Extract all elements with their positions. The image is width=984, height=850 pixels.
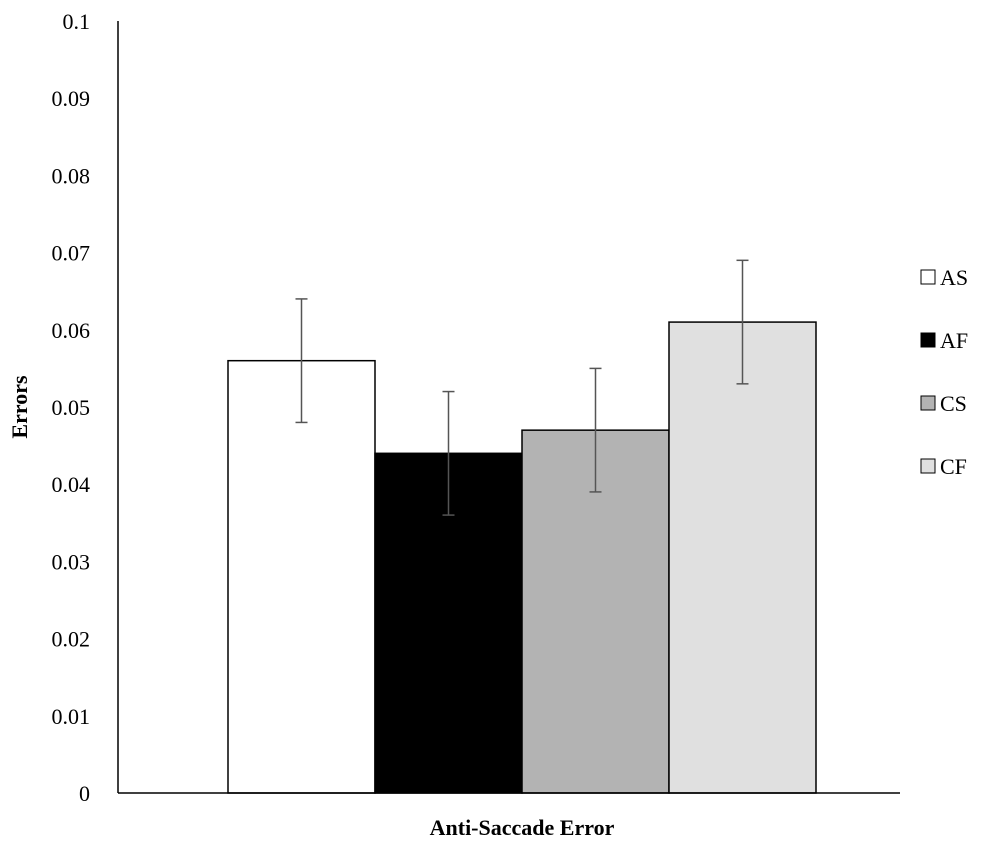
y-tick-label: 0.06 bbox=[52, 318, 91, 343]
y-tick-label: 0.02 bbox=[52, 627, 91, 652]
error-bars-group bbox=[295, 259, 749, 516]
bar-cf bbox=[668, 321, 817, 794]
legend: AS AF CS CF bbox=[920, 265, 968, 479]
y-tick-label: 0.07 bbox=[52, 241, 91, 266]
legend-label-cf: CF bbox=[940, 454, 967, 479]
x-axis-title: Anti-Saccade Error bbox=[430, 815, 615, 840]
bars-group bbox=[227, 321, 817, 794]
y-axis-title: Errors bbox=[7, 375, 32, 439]
legend-label-as: AS bbox=[940, 265, 968, 290]
legend-swatch-af bbox=[920, 332, 936, 348]
legend-label-af: AF bbox=[940, 328, 968, 353]
legend-swatch-cs bbox=[920, 395, 936, 411]
y-tick-label: 0.1 bbox=[63, 9, 91, 34]
legend-swatch-as bbox=[920, 269, 936, 285]
legend-label-cs: CS bbox=[940, 391, 967, 416]
bar-as bbox=[227, 359, 376, 794]
y-tick-label: 0.04 bbox=[52, 472, 91, 497]
y-axis-ticks: 0 0.01 0.02 0.03 0.04 0.05 0.06 0.07 0.08 0.09 0.1 bbox=[52, 9, 91, 806]
y-tick-label: 0.09 bbox=[52, 86, 91, 111]
legend-swatch-cf bbox=[920, 458, 936, 474]
y-tick-label: 0.08 bbox=[52, 163, 91, 188]
y-tick-label: 0.01 bbox=[52, 704, 91, 729]
y-tick-label: 0.03 bbox=[52, 549, 91, 574]
y-tick-label: 0.05 bbox=[52, 395, 91, 420]
y-tick-label: 0 bbox=[79, 781, 90, 806]
